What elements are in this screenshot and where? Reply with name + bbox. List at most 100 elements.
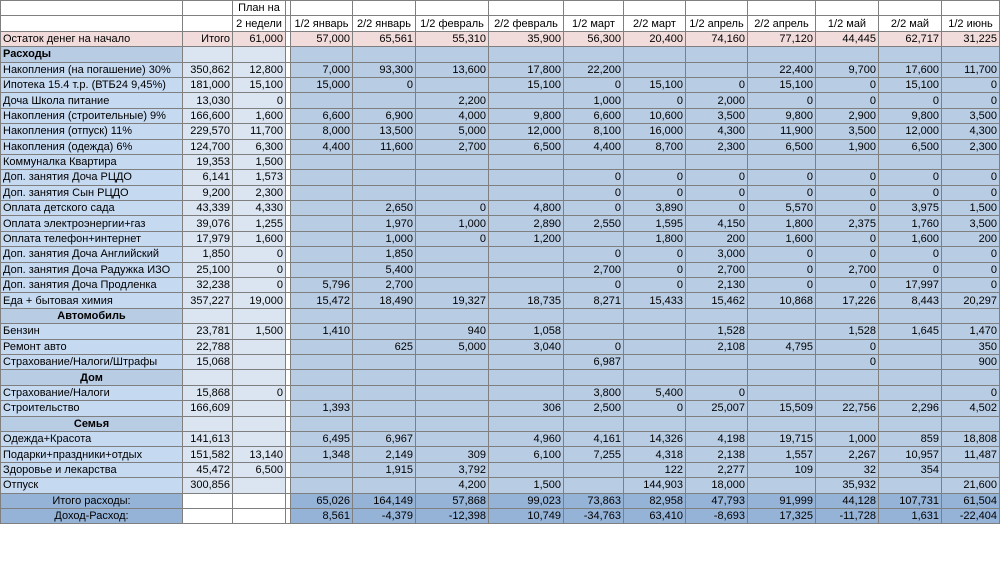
period-value-cell[interactable]: 2,700 bbox=[685, 261, 748, 279]
period-value-cell[interactable] bbox=[488, 153, 564, 171]
period-value-cell[interactable]: 3,500 bbox=[941, 107, 1000, 125]
period-value-cell[interactable]: 4,200 bbox=[415, 477, 489, 494]
period-value-cell[interactable]: 0 bbox=[563, 246, 624, 263]
row-plan-cell[interactable]: 12,800 bbox=[232, 61, 286, 78]
period-value-cell[interactable]: 3,890 bbox=[623, 200, 686, 217]
row-label-cell[interactable]: Доп. занятия Доча Продленка bbox=[0, 277, 183, 294]
row-label-cell[interactable]: Ипотека 15.4 т.р. (ВТБ24 9,45%) bbox=[0, 76, 183, 94]
period-value-cell[interactable]: 0 bbox=[563, 338, 624, 355]
period-value-cell[interactable] bbox=[685, 153, 748, 171]
period-value-cell[interactable] bbox=[415, 46, 489, 63]
period-value-cell[interactable] bbox=[352, 384, 416, 402]
period-value-cell[interactable]: -34,763 bbox=[563, 507, 624, 525]
period-value-cell[interactable]: 17,226 bbox=[815, 292, 879, 309]
row-plan-cell[interactable]: 0 bbox=[232, 384, 286, 402]
period-value-cell[interactable]: 2,900 bbox=[815, 107, 879, 125]
period-value-cell[interactable]: 7,000 bbox=[290, 61, 353, 78]
period-value-cell[interactable]: 0 bbox=[623, 261, 686, 279]
plan-header-top[interactable]: План на bbox=[232, 0, 286, 17]
period-value-cell[interactable]: 0 bbox=[747, 277, 816, 294]
period-value-cell[interactable]: 1,000 bbox=[815, 430, 879, 448]
row-total-cell[interactable]: 17,979 bbox=[182, 230, 233, 248]
period-value-cell[interactable]: 1,500 bbox=[941, 200, 1000, 217]
period-value-cell[interactable]: 2,700 bbox=[815, 261, 879, 279]
period-value-cell[interactable] bbox=[941, 46, 1000, 63]
period-value-cell[interactable] bbox=[352, 353, 416, 371]
cell-blank[interactable] bbox=[941, 0, 1000, 17]
row-total-cell[interactable] bbox=[182, 46, 233, 63]
row-plan-cell[interactable]: 2,300 bbox=[232, 184, 286, 202]
period-value-cell[interactable] bbox=[488, 307, 564, 325]
row-plan-cell[interactable]: 13,140 bbox=[232, 446, 286, 463]
period-header-cell[interactable]: 1/2 март bbox=[563, 15, 624, 32]
period-value-cell[interactable] bbox=[290, 169, 353, 186]
period-value-cell[interactable]: 9,800 bbox=[747, 107, 816, 125]
row-total-cell[interactable]: 15,068 bbox=[182, 353, 233, 371]
period-value-cell[interactable]: 1,631 bbox=[878, 507, 942, 525]
period-value-cell[interactable] bbox=[941, 461, 1000, 479]
row-label-cell[interactable]: Расходы bbox=[0, 46, 183, 63]
row-total-cell[interactable]: 45,472 bbox=[182, 461, 233, 479]
row-label-cell[interactable]: Накопления (на погашение) 30% bbox=[0, 61, 183, 78]
period-value-cell[interactable] bbox=[878, 46, 942, 63]
period-value-cell[interactable] bbox=[352, 415, 416, 432]
period-value-cell[interactable]: 6,500 bbox=[747, 138, 816, 155]
row-total-cell[interactable]: 13,030 bbox=[182, 92, 233, 109]
row-total-cell[interactable]: 166,609 bbox=[182, 400, 233, 417]
period-value-cell[interactable] bbox=[415, 400, 489, 417]
period-header-cell[interactable]: 2/2 февраль bbox=[488, 15, 564, 32]
period-value-cell[interactable]: 17,800 bbox=[488, 61, 564, 78]
row-plan-cell[interactable] bbox=[232, 507, 286, 525]
period-value-cell[interactable]: 12,000 bbox=[488, 123, 564, 140]
period-value-cell[interactable]: 9,700 bbox=[815, 61, 879, 78]
row-plan-cell[interactable]: 1,500 bbox=[232, 323, 286, 340]
row-total-cell[interactable]: 357,227 bbox=[182, 292, 233, 309]
row-label-cell[interactable]: Здоровье и лекарства bbox=[0, 461, 183, 479]
period-value-cell[interactable]: 1,348 bbox=[290, 446, 353, 463]
period-value-cell[interactable] bbox=[623, 153, 686, 171]
period-value-cell[interactable]: 2,138 bbox=[685, 446, 748, 463]
period-value-cell[interactable]: 3,800 bbox=[563, 384, 624, 402]
period-value-cell[interactable]: 0 bbox=[623, 169, 686, 186]
period-value-cell[interactable]: 164,149 bbox=[352, 492, 416, 509]
cell-blank[interactable] bbox=[747, 0, 816, 17]
row-label-cell[interactable]: Остаток денег на начало bbox=[0, 30, 183, 48]
period-value-cell[interactable] bbox=[290, 415, 353, 432]
period-value-cell[interactable]: 18,000 bbox=[685, 477, 748, 494]
period-value-cell[interactable]: 350 bbox=[941, 338, 1000, 355]
row-total-cell[interactable]: 229,570 bbox=[182, 123, 233, 140]
period-value-cell[interactable]: 0 bbox=[878, 92, 942, 109]
period-value-cell[interactable]: 91,999 bbox=[747, 492, 816, 509]
period-value-cell[interactable]: 15,100 bbox=[747, 76, 816, 94]
period-value-cell[interactable] bbox=[685, 46, 748, 63]
period-value-cell[interactable]: 0 bbox=[941, 169, 1000, 186]
period-value-cell[interactable] bbox=[415, 307, 489, 325]
period-value-cell[interactable]: 22,400 bbox=[747, 61, 816, 78]
period-value-cell[interactable]: 0 bbox=[815, 338, 879, 355]
period-value-cell[interactable]: 0 bbox=[563, 277, 624, 294]
period-value-cell[interactable]: 5,000 bbox=[415, 123, 489, 140]
period-value-cell[interactable]: 4,300 bbox=[941, 123, 1000, 140]
period-value-cell[interactable]: 0 bbox=[685, 200, 748, 217]
row-plan-cell[interactable]: 0 bbox=[232, 277, 286, 294]
period-value-cell[interactable]: 1,528 bbox=[815, 323, 879, 340]
period-value-cell[interactable] bbox=[290, 261, 353, 279]
row-total-cell[interactable]: 19,353 bbox=[182, 153, 233, 171]
period-value-cell[interactable] bbox=[878, 384, 942, 402]
period-value-cell[interactable]: 93,300 bbox=[352, 61, 416, 78]
period-value-cell[interactable] bbox=[415, 277, 489, 294]
period-value-cell[interactable] bbox=[747, 353, 816, 371]
period-value-cell[interactable]: 3,792 bbox=[415, 461, 489, 479]
period-value-cell[interactable] bbox=[488, 46, 564, 63]
row-plan-cell[interactable] bbox=[232, 492, 286, 509]
period-value-cell[interactable]: 57,000 bbox=[290, 30, 353, 48]
row-total-cell[interactable]: 32,238 bbox=[182, 277, 233, 294]
period-value-cell[interactable]: 6,495 bbox=[290, 430, 353, 448]
period-value-cell[interactable]: 5,400 bbox=[352, 261, 416, 279]
period-value-cell[interactable]: 1,645 bbox=[878, 323, 942, 340]
cell-blank[interactable] bbox=[182, 15, 233, 32]
row-total-cell[interactable]: Итого bbox=[182, 30, 233, 48]
period-value-cell[interactable]: 77,120 bbox=[747, 30, 816, 48]
period-value-cell[interactable]: 0 bbox=[747, 92, 816, 109]
period-header-cell[interactable]: 1/2 май bbox=[815, 15, 879, 32]
